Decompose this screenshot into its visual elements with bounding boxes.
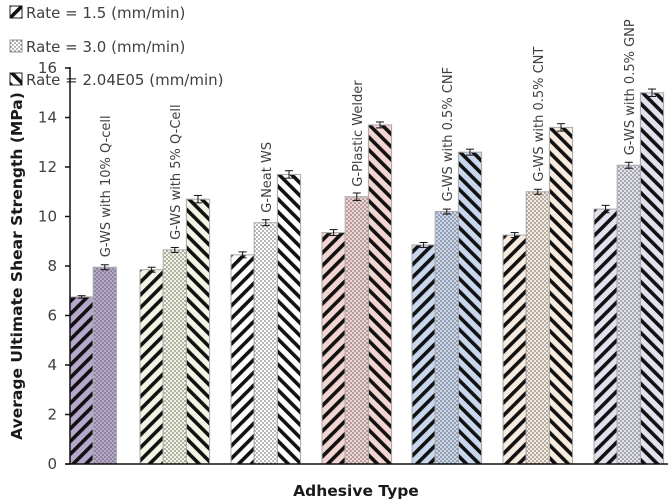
y-tick-label: 12	[38, 158, 57, 176]
group-label: G-WS with 0.5% CNF	[441, 67, 456, 202]
error-bar	[100, 264, 109, 271]
bar-rate-3-0	[616, 161, 641, 465]
bar-pattern	[412, 245, 435, 464]
y-tick-label: 4	[47, 356, 57, 374]
bar-pattern	[503, 235, 526, 464]
bar-pattern	[594, 209, 617, 464]
error-bar	[329, 229, 338, 237]
bar-rate-1-5	[411, 241, 436, 465]
group-label: G-Neat WS	[260, 142, 275, 213]
bar-rate-2-04e05	[639, 88, 665, 465]
bar-rate-3-0	[525, 188, 550, 465]
bar-rate-2-04e05	[276, 170, 302, 465]
bar-rate-3-0	[253, 219, 278, 465]
bar-rate-1-5	[321, 229, 346, 465]
bar-pattern	[435, 212, 458, 464]
error-bar	[352, 192, 361, 201]
bar-rate-1-5	[69, 295, 94, 465]
bar-rate-2-04e05	[548, 123, 574, 465]
bar-pattern	[549, 127, 573, 464]
legend-item-rate-1-5: Rate = 1.5 (mm/min)	[9, 4, 185, 22]
bar-pattern	[93, 267, 116, 464]
bar-pattern	[526, 192, 549, 464]
bar-pattern	[186, 199, 210, 464]
legend-item-rate-3-0: Rate = 3.0 (mm/min)	[9, 38, 185, 56]
bar-rate-3-0	[162, 246, 187, 465]
bar-rate-1-5	[139, 266, 164, 465]
error-bar	[238, 251, 247, 259]
error-bar	[77, 295, 86, 299]
group-label: G-WS with 0.5% CNT	[532, 47, 547, 182]
bar-rate-3-0	[92, 264, 117, 465]
legend-label: Rate = 3.0 (mm/min)	[26, 38, 185, 56]
bar-rate-1-5	[593, 204, 618, 465]
bar-rate-1-5	[502, 232, 527, 465]
bar-pattern	[231, 255, 254, 464]
group-label: G-WS with 0.5% GNP	[623, 19, 638, 155]
bars	[69, 88, 665, 465]
error-bar	[510, 232, 519, 239]
legend: Rate = 1.5 (mm/min) Rate = 3.0 (mm/min) …	[9, 4, 224, 89]
bar-rate-3-0	[434, 208, 459, 465]
error-bar	[170, 246, 179, 253]
bar-rate-2-04e05	[457, 148, 483, 465]
bar-pattern	[368, 125, 392, 464]
y-tick-label: 0	[47, 455, 57, 473]
error-bar	[147, 266, 156, 273]
legend-label: Rate = 2.04E05 (mm/min)	[26, 71, 224, 89]
bar-rate-2-04e05	[367, 121, 393, 465]
error-bar	[648, 88, 656, 97]
group-label: G-Plastic Welder	[351, 80, 366, 187]
group-label: G-WS with 10% Q-cell	[99, 115, 114, 257]
error-bar	[624, 161, 633, 169]
error-bar	[194, 194, 202, 204]
group-label: G-WS with 5% Q-Cell	[169, 104, 184, 240]
y-tick-label: 2	[47, 406, 57, 424]
bar-pattern	[254, 223, 277, 464]
bar-pattern	[140, 270, 163, 464]
bar-rate-3-0	[344, 192, 369, 465]
bar-pattern	[322, 233, 345, 464]
legend-label: Rate = 1.5 (mm/min)	[26, 4, 185, 22]
group-labels: G-WS with 10% Q-cell G-WS with 5% Q-Cell G…	[99, 19, 638, 257]
x-axis-title: Adhesive Type	[293, 482, 419, 500]
bar-pattern	[640, 93, 664, 464]
error-bar	[466, 148, 474, 156]
bar-pattern	[70, 297, 93, 464]
legend-item-rate-2-04e05: Rate = 2.04E05 (mm/min)	[9, 71, 224, 89]
y-axis-title: Average Ultimate Shear Strength (MPa)	[8, 92, 26, 440]
bar-pattern	[345, 197, 368, 464]
y-tick-label: 16	[38, 59, 57, 77]
y-tick-label: 14	[38, 109, 57, 127]
y-axis-ticks: 0 2 4 6 8 10 12 14 16	[38, 59, 70, 473]
error-bar	[261, 219, 270, 227]
y-tick-label: 6	[47, 307, 57, 325]
bar-pattern	[163, 250, 186, 464]
bar-pattern	[277, 174, 301, 464]
error-bar	[601, 204, 610, 214]
error-bar	[442, 208, 451, 215]
bar-rate-2-04e05	[185, 194, 211, 465]
error-bar	[376, 121, 384, 129]
error-bar	[557, 123, 565, 132]
error-bar	[285, 170, 293, 179]
error-bar	[533, 188, 542, 195]
bar-pattern	[617, 165, 640, 464]
bar-rate-1-5	[230, 251, 255, 465]
error-bar	[419, 241, 428, 248]
y-tick-label: 8	[47, 257, 57, 275]
y-tick-label: 10	[38, 208, 57, 226]
bar-pattern	[458, 152, 482, 464]
